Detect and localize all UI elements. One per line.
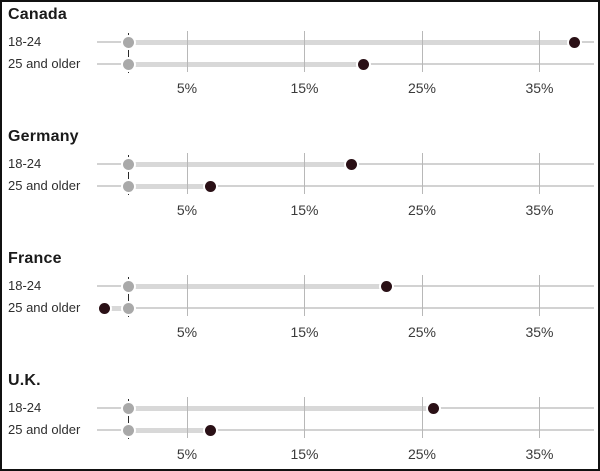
- panel-title: U.K.: [8, 372, 41, 389]
- zero-baseline-line: [127, 155, 129, 195]
- axis-tick-label: 25%: [407, 446, 437, 462]
- axis-tick-label: 5%: [176, 80, 198, 96]
- axis-tick-label: 15%: [290, 202, 319, 218]
- axis-tick-label: 15%: [290, 80, 319, 96]
- connector-band: [128, 405, 434, 411]
- baseline-dot: [122, 158, 134, 170]
- row-axis-line: [97, 185, 594, 187]
- connector-band: [128, 39, 575, 45]
- baseline-dot: [122, 402, 134, 414]
- country-panel: France 18-24 25 and older 5% 15% 25% 35%: [2, 246, 598, 368]
- age-group-label: 25 and older: [8, 300, 81, 315]
- connector-band: [128, 183, 211, 189]
- grid-line: [539, 397, 540, 438]
- axis-tick-label: 35%: [525, 80, 554, 96]
- age-group-label: 18-24: [8, 34, 42, 49]
- grid-line: [421, 397, 423, 438]
- axis-tick-label: 35%: [525, 324, 554, 340]
- age-group-label: 25 and older: [8, 56, 81, 71]
- grid-line: [186, 275, 188, 316]
- baseline-dot: [122, 180, 134, 192]
- baseline-dot: [122, 302, 134, 314]
- zero-baseline-line: [127, 33, 129, 73]
- value-dot: [357, 58, 369, 70]
- value-dot: [428, 402, 440, 414]
- axis-tick-label: 25%: [407, 80, 437, 96]
- grid-line: [186, 153, 188, 194]
- connector-band: [128, 283, 387, 289]
- age-group-label: 25 and older: [8, 178, 81, 193]
- country-panel: U.K. 18-24 25 and older 5% 15% 25% 35%: [2, 368, 598, 469]
- axis-tick-label: 5%: [176, 202, 198, 218]
- grid-line: [539, 275, 540, 316]
- age-group-label: 18-24: [8, 278, 42, 293]
- zero-baseline-line: [127, 277, 129, 317]
- age-group-label: 25 and older: [8, 422, 81, 437]
- value-dot: [99, 302, 111, 314]
- country-panel: Germany 18-24 25 and older 5% 15% 25% 35%: [2, 124, 598, 246]
- axis-tick-label: 5%: [176, 324, 198, 340]
- baseline-dot: [122, 36, 134, 48]
- baseline-dot: [122, 424, 134, 436]
- axis-tick-label: 5%: [176, 446, 198, 462]
- grid-line: [304, 153, 305, 194]
- grid-line: [304, 397, 305, 438]
- row-axis-line: [97, 307, 594, 309]
- baseline-dot: [122, 280, 134, 292]
- axis-tick-label: 15%: [290, 446, 319, 462]
- grid-line: [186, 31, 188, 72]
- connector-band: [128, 427, 211, 433]
- grid-line: [304, 275, 305, 316]
- value-dot: [346, 158, 357, 170]
- panel-title: Canada: [8, 6, 67, 23]
- axis-tick-label: 25%: [407, 202, 437, 218]
- grid-line: [539, 31, 540, 72]
- country-panel: Canada 18-24 25 and older 5% 15% 25% 35%: [2, 2, 598, 124]
- age-group-label: 18-24: [8, 156, 42, 171]
- grid-line: [539, 153, 540, 194]
- zero-baseline-line: [127, 399, 129, 439]
- grid-line: [421, 153, 423, 194]
- grid-line: [421, 275, 423, 316]
- connector-band: [104, 305, 129, 311]
- grid-line: [421, 31, 423, 72]
- value-dot: [381, 280, 393, 292]
- axis-tick-label: 25%: [407, 324, 437, 340]
- age-group-label: 18-24: [8, 400, 42, 415]
- row-axis-line: [97, 429, 594, 431]
- baseline-dot: [122, 58, 134, 70]
- grid-line: [304, 31, 305, 72]
- value-dot: [205, 424, 216, 436]
- connector-band: [128, 61, 364, 67]
- axis-tick-label: 35%: [525, 446, 554, 462]
- connector-band: [128, 161, 352, 167]
- value-dot: [205, 180, 216, 192]
- axis-tick-label: 15%: [290, 324, 319, 340]
- panel-title: Germany: [8, 128, 79, 145]
- axis-tick-label: 35%: [525, 202, 554, 218]
- panel-title: France: [8, 250, 62, 267]
- grid-line: [186, 397, 188, 438]
- value-dot: [569, 36, 581, 48]
